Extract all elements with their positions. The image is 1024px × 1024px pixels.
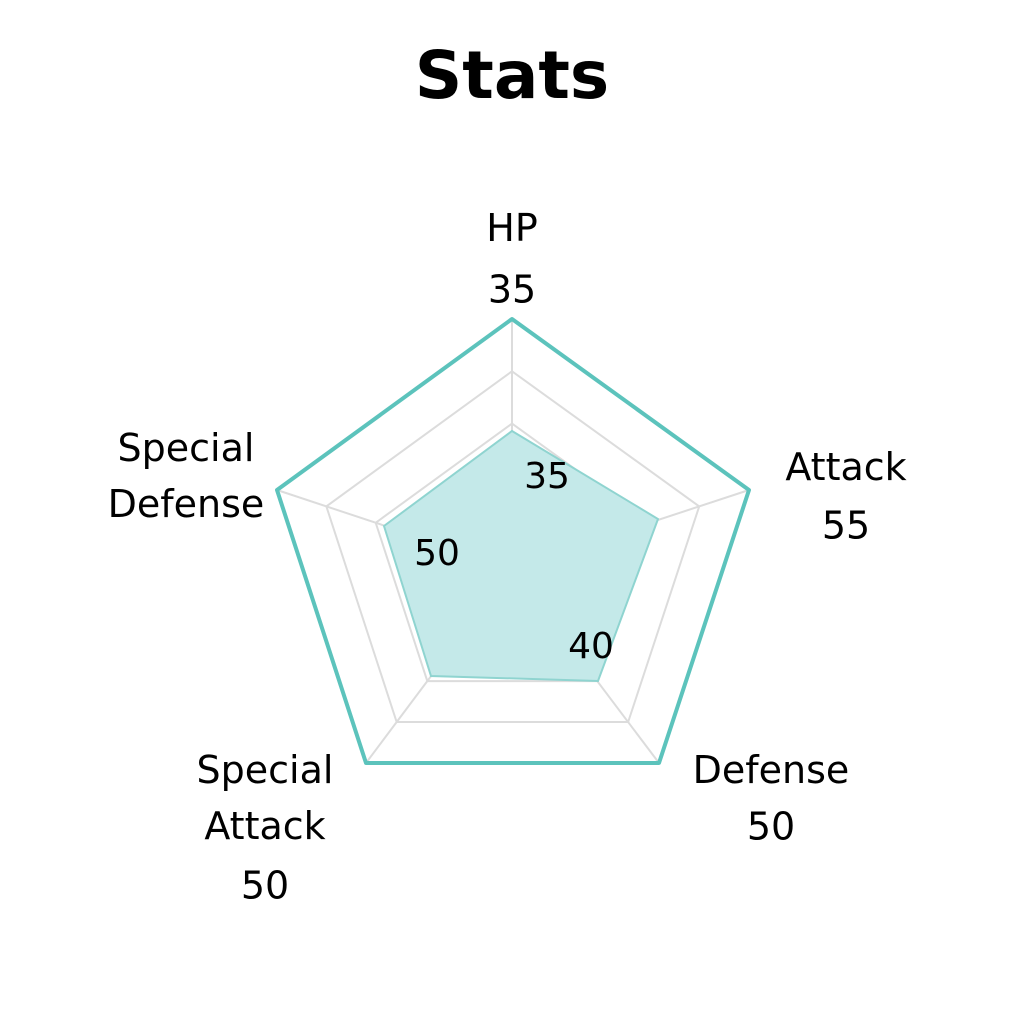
inner-value-label-2: 40 [568,626,614,667]
outer-outline [275,317,751,765]
inner-value-label-3: 50 [414,533,460,574]
axis-label-special-defense: Special Defense [108,426,265,526]
axis-label-special-attack: Special Attack [197,748,334,848]
label-layer: HP 35 Attack 55 Defense 50 Special Attack 50 Spec… [108,206,907,908]
chart-title: Stats [414,37,610,114]
value-label-hp: 35 [488,268,536,312]
value-label-defense: 50 [747,805,795,849]
value-label-special-attack: 50 [241,864,289,908]
axis-label-attack: Attack [785,445,906,489]
axis-label-defense: Defense [693,748,850,792]
value-label-attack: 55 [822,504,870,548]
axis-label-hp: HP [486,206,538,250]
area-layer [382,429,660,683]
series-area [382,429,660,683]
outline-layer [275,317,751,765]
inner-value-label-1: 35 [524,456,570,497]
grid-ring-1 [325,370,701,724]
